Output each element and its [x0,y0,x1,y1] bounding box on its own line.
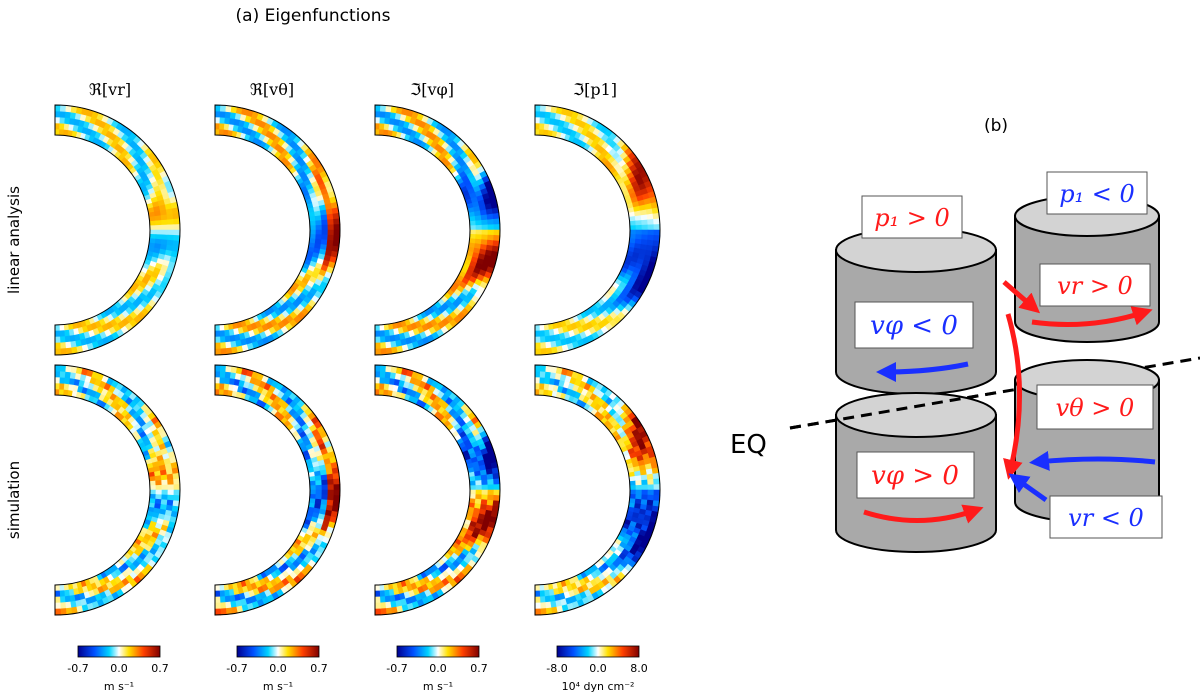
colorbar-vtheta: -0.7 0.0 0.7 m s⁻¹ [226,645,328,693]
colorbar-tick: -0.7 [386,662,407,675]
colorbar-vphi: -0.7 0.0 0.7 m s⁻¹ [386,645,488,693]
colorbar-p1: -8.0 0.0 8.0 10⁴ dyn cm⁻² [546,645,648,693]
column-label-p1: ℑ[p1] [573,80,617,99]
label-p1-neg: p₁ < 0 [1059,180,1135,208]
eigenfunction-plot-vtheta-simulation [214,364,341,616]
colorbar-vr: -0.7 0.0 0.7 m s⁻¹ [67,645,169,693]
label-box-vr-pos: vr > 0 [1039,263,1151,307]
label-box-p1-neg: p₁ < 0 [1046,171,1148,215]
arrow-vr-neg-inward [1008,473,1048,503]
column-label-vtheta: ℜ[vθ] [250,80,294,99]
label-p1-pos: p₁ > 0 [874,204,950,232]
label-vphi-pos: vφ > 0 [871,461,959,491]
row-label-linear: linear analysis [5,186,23,294]
colorbar-tick: -0.7 [67,662,88,675]
colorbar-unit: m s⁻¹ [423,680,453,693]
arrow-vr-pos-inward [1002,280,1041,314]
colorbar-unit: m s⁻¹ [104,680,134,693]
arrow-vr-pos-flow [1031,306,1153,327]
column-label-vphi: ℑ[vφ] [410,80,454,99]
label-vr-neg: vr < 0 [1068,504,1144,532]
colorbar-tick: 0.0 [429,662,447,675]
arrow-vphi-neg [876,361,969,382]
eigenfunction-plot-vr-simulation [54,364,181,616]
colorbar-tick: 0.0 [110,662,128,675]
colorbar-tick: 0.0 [589,662,607,675]
eigenfunction-plot-vr-linear [54,104,181,356]
arrow-vphi-pos [863,504,984,524]
colorbar-unit: m s⁻¹ [263,680,293,693]
arrow-vr-neg-flow [1029,450,1156,471]
label-vtheta-pos: vθ > 0 [1056,394,1135,422]
colorbar-tick: 0.7 [470,662,488,675]
eigenfunction-plot-p1-simulation [534,364,661,616]
label-vphi-neg: vφ < 0 [870,311,958,341]
label-box-vr-neg: vr < 0 [1049,495,1163,539]
label-box-vphi-pos: vφ > 0 [856,451,975,499]
eigenfunction-plot-vtheta-linear [214,104,341,356]
label-box-vtheta-pos: vθ > 0 [1036,384,1154,430]
colorbar-tick: 0.0 [269,662,287,675]
colorbar-tick: -8.0 [546,662,567,675]
colorbar-tick: 0.7 [310,662,328,675]
colorbar-unit: 10⁴ dyn cm⁻² [562,680,635,693]
colorbar-tick: 0.7 [151,662,169,675]
eq-label: EQ [730,430,767,460]
arrow-vtheta-pos [1003,313,1023,480]
eigenfunction-plot-vphi-linear [374,104,501,356]
panel-a-title: (a) Eigenfunctions [236,6,391,26]
column-label-vr: ℜ[vr] [89,80,131,99]
eigenfunction-plot-p1-linear [534,104,661,356]
eigenfunction-plot-vphi-simulation [374,364,501,616]
colorbar-tick: -0.7 [226,662,247,675]
label-box-p1-pos: p₁ > 0 [861,195,963,239]
panel-b-label: (b) [984,116,1008,136]
row-label-simulation: simulation [5,461,23,539]
label-vr-pos: vr > 0 [1057,272,1133,300]
colorbar-tick: 8.0 [630,662,648,675]
label-box-vphi-neg: vφ < 0 [854,301,974,349]
